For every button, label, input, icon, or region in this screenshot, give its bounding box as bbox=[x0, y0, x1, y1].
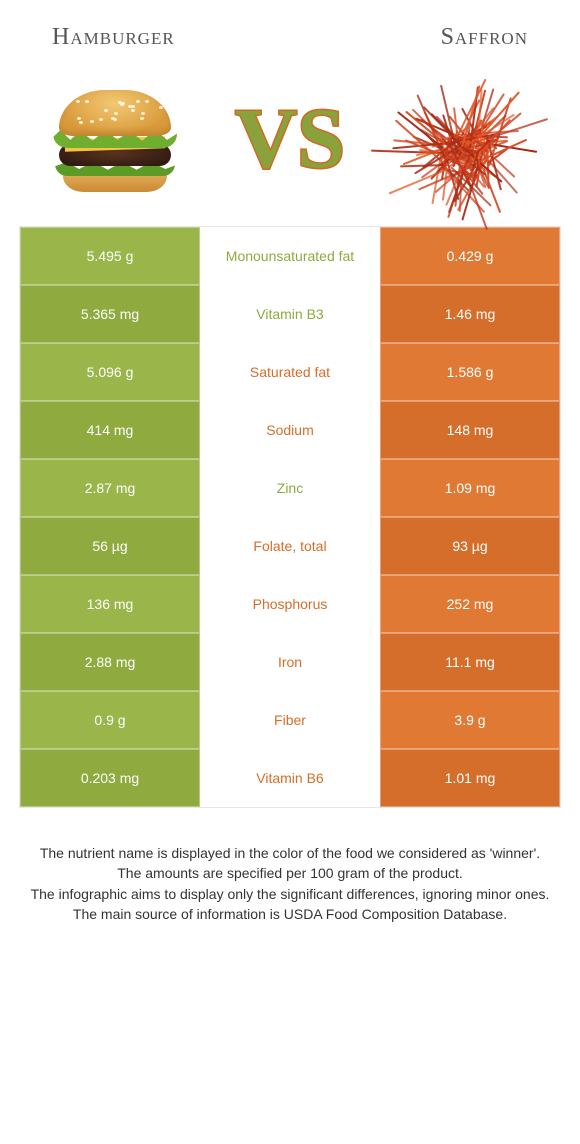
table-row: 0.9 gFiber3.9 g bbox=[20, 691, 560, 749]
footer-line: The infographic aims to display only the… bbox=[26, 884, 554, 904]
nutrient-label: Fiber bbox=[200, 691, 380, 749]
left-value: 5.096 g bbox=[20, 343, 200, 401]
footer-notes: The nutrient name is displayed in the co… bbox=[0, 807, 580, 924]
left-value: 414 mg bbox=[20, 401, 200, 459]
left-value: 56 µg bbox=[20, 517, 200, 575]
footer-line: The main source of information is USDA F… bbox=[26, 904, 554, 924]
left-food-title: Hamburger bbox=[52, 24, 175, 51]
right-value: 1.09 mg bbox=[380, 459, 560, 517]
nutrient-label: Vitamin B3 bbox=[200, 285, 380, 343]
vs-icon: VS bbox=[225, 89, 355, 189]
right-food-title: Saffron bbox=[441, 24, 528, 51]
left-value: 5.495 g bbox=[20, 227, 200, 285]
left-value: 136 mg bbox=[20, 575, 200, 633]
nutrient-label: Zinc bbox=[200, 459, 380, 517]
nutrient-label: Phosphorus bbox=[200, 575, 380, 633]
infographic-root: Hamburger Saffron VS 5.495 gMonounsatura… bbox=[0, 0, 580, 924]
nutrient-label: Monounsaturated fat bbox=[200, 227, 380, 285]
nutrient-label: Folate, total bbox=[200, 517, 380, 575]
title-row: Hamburger Saffron bbox=[0, 0, 580, 61]
nutrient-label: Iron bbox=[200, 633, 380, 691]
table-row: 5.495 gMonounsaturated fat0.429 g bbox=[20, 227, 560, 285]
table-row: 56 µgFolate, total93 µg bbox=[20, 517, 560, 575]
footer-line: The nutrient name is displayed in the co… bbox=[26, 843, 554, 863]
saffron-image bbox=[390, 79, 540, 199]
footer-line: The amounts are specified per 100 gram o… bbox=[26, 863, 554, 883]
table-row: 414 mgSodium148 mg bbox=[20, 401, 560, 459]
nutrient-label: Vitamin B6 bbox=[200, 749, 380, 807]
table-row: 5.096 gSaturated fat1.586 g bbox=[20, 343, 560, 401]
right-value: 0.429 g bbox=[380, 227, 560, 285]
table-row: 2.87 mgZinc1.09 mg bbox=[20, 459, 560, 517]
right-value: 1.01 mg bbox=[380, 749, 560, 807]
left-value: 2.87 mg bbox=[20, 459, 200, 517]
left-value: 5.365 mg bbox=[20, 285, 200, 343]
comparison-hero-row: VS bbox=[0, 61, 580, 227]
left-value: 0.9 g bbox=[20, 691, 200, 749]
table-row: 5.365 mgVitamin B31.46 mg bbox=[20, 285, 560, 343]
right-value: 148 mg bbox=[380, 401, 560, 459]
left-value: 2.88 mg bbox=[20, 633, 200, 691]
svg-text:VS: VS bbox=[235, 90, 345, 186]
right-value: 93 µg bbox=[380, 517, 560, 575]
table-row: 0.203 mgVitamin B61.01 mg bbox=[20, 749, 560, 807]
right-value: 3.9 g bbox=[380, 691, 560, 749]
table-row: 2.88 mgIron11.1 mg bbox=[20, 633, 560, 691]
table-row: 136 mgPhosphorus252 mg bbox=[20, 575, 560, 633]
right-value: 11.1 mg bbox=[380, 633, 560, 691]
left-value: 0.203 mg bbox=[20, 749, 200, 807]
right-value: 252 mg bbox=[380, 575, 560, 633]
nutrient-label: Saturated fat bbox=[200, 343, 380, 401]
right-value: 1.46 mg bbox=[380, 285, 560, 343]
nutrient-label: Sodium bbox=[200, 401, 380, 459]
nutrient-table: 5.495 gMonounsaturated fat0.429 g5.365 m… bbox=[20, 227, 560, 807]
right-value: 1.586 g bbox=[380, 343, 560, 401]
hamburger-image bbox=[40, 79, 190, 199]
